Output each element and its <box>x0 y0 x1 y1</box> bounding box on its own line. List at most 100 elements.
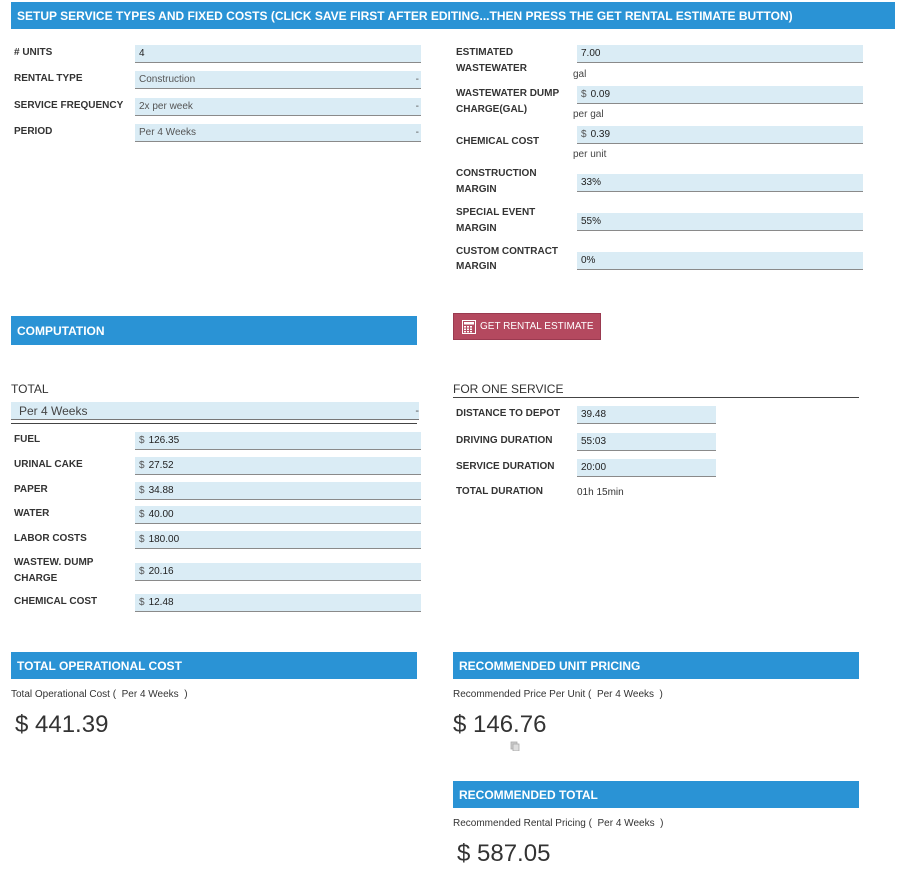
currency-symbol: $ <box>139 435 145 446</box>
wastew-dump-field: $20.16 <box>135 563 421 581</box>
units-value: 4 <box>139 48 145 59</box>
paper-field: $34.88 <box>135 482 421 500</box>
rental-type-label: RENTAL TYPE <box>14 73 83 84</box>
custom-contract-margin-label-line1: CUSTOM CONTRACT <box>456 246 559 257</box>
recommended-unit-pricing-caption: Recommended Price Per Unit ( Per 4 Weeks… <box>453 689 663 700</box>
dump-charge-unit: per gal <box>573 109 604 120</box>
wastewater-label-line2: WASTEWATER <box>456 63 527 74</box>
dropdown-caret-icon: - <box>415 74 419 85</box>
chemical-cost-value: 0.39 <box>590 129 611 140</box>
currency-symbol: $ <box>139 534 145 545</box>
paper-label: PAPER <box>14 484 48 495</box>
dropdown-caret-icon: - <box>415 101 419 112</box>
special-event-margin-input[interactable]: 55% <box>577 213 863 231</box>
chemical-cost-input[interactable]: $0.39 <box>577 126 863 144</box>
special-event-margin-label-line1: SPECIAL EVENT <box>456 207 536 218</box>
total-title: TOTAL <box>11 382 49 396</box>
one-service-title: FOR ONE SERVICE <box>453 382 564 396</box>
labor-costs-label: LABOR COSTS <box>14 533 87 544</box>
urinal-cake-value: 27.52 <box>148 460 174 471</box>
labor-costs-value: 180.00 <box>148 534 180 545</box>
service-duration-label: SERVICE DURATION <box>456 461 555 472</box>
service-duration-field: 20:00 <box>577 459 716 477</box>
fuel-field: $126.35 <box>135 432 421 450</box>
calculator-icon <box>462 319 476 334</box>
frequency-label: SERVICE FREQUENCY <box>14 100 124 111</box>
construction-margin-input[interactable]: 33% <box>577 174 863 192</box>
total-operational-cost-banner: TOTAL OPERATIONAL COST <box>11 652 417 679</box>
urinal-cake-field: $27.52 <box>135 457 421 475</box>
currency-symbol: $ <box>139 597 145 608</box>
fuel-label: FUEL <box>14 434 41 445</box>
wastewater-label-line1: ESTIMATED <box>456 47 514 58</box>
recommended-total-value: $ 587.05 <box>457 840 551 867</box>
chemical-label: CHEMICAL COST <box>14 596 98 607</box>
wastewater-input[interactable]: 7.00 <box>577 45 863 63</box>
rental-type-select[interactable]: Construction - <box>135 71 421 89</box>
service-duration-value: 20:00 <box>581 462 607 473</box>
chemical-cost-unit: per unit <box>573 149 607 160</box>
frequency-select[interactable]: 2x per week - <box>135 98 421 116</box>
chemical-value: 12.48 <box>148 597 174 608</box>
wastew-dump-label-line2: CHARGE <box>14 573 58 584</box>
fuel-value: 126.35 <box>148 435 180 446</box>
urinal-cake-label: URINAL CAKE <box>14 459 83 470</box>
copy-icon[interactable] <box>510 741 520 751</box>
dump-charge-label-line2: CHARGE(GAL) <box>456 104 528 115</box>
currency-symbol: $ <box>581 129 587 140</box>
water-field: $40.00 <box>135 506 421 524</box>
wastew-dump-value: 20.16 <box>148 566 174 577</box>
custom-contract-margin-value: 0% <box>581 255 596 266</box>
recommended-total-banner: RECOMMENDED TOTAL <box>453 781 859 808</box>
custom-contract-margin-input[interactable]: 0% <box>577 252 863 270</box>
wastewater-unit: gal <box>573 69 587 80</box>
currency-symbol: $ <box>581 89 587 100</box>
recommended-unit-pricing-value: $ 146.76 <box>453 711 547 738</box>
distance-value: 39.48 <box>581 409 607 420</box>
labor-costs-field: $180.00 <box>135 531 421 549</box>
total-divider <box>11 423 417 424</box>
driving-duration-label: DRIVING DURATION <box>456 435 553 446</box>
dump-charge-input[interactable]: $0.09 <box>577 86 863 104</box>
units-input[interactable]: 4 <box>135 45 421 63</box>
total-duration-label: TOTAL DURATION <box>456 486 544 497</box>
currency-symbol: $ <box>139 485 145 496</box>
currency-symbol: $ <box>139 460 145 471</box>
total-operational-cost-caption: Total Operational Cost ( Per 4 Weeks ) <box>11 689 188 700</box>
period-value: Per 4 Weeks <box>139 127 197 138</box>
setup-banner: SETUP SERVICE TYPES AND FIXED COSTS (CLI… <box>11 2 895 29</box>
water-label: WATER <box>14 508 50 519</box>
wastew-dump-label-line1: WASTEW. DUMP <box>14 557 94 568</box>
currency-symbol: $ <box>139 509 145 520</box>
recommended-total-caption: Recommended Rental Pricing ( Per 4 Weeks… <box>453 818 664 829</box>
rental-type-value: Construction <box>139 74 196 85</box>
units-label: # UNITS <box>14 47 53 58</box>
computation-banner: COMPUTATION <box>11 316 417 345</box>
dropdown-caret-icon: - <box>415 405 419 417</box>
custom-contract-margin-label-line2: MARGIN <box>456 261 497 272</box>
paper-value: 34.88 <box>148 485 174 496</box>
period-select[interactable]: Per 4 Weeks - <box>135 124 421 142</box>
dropdown-caret-icon: - <box>415 127 419 138</box>
total-period-select[interactable]: Per 4 Weeks - <box>11 402 419 420</box>
chemical-cost-label: CHEMICAL COST <box>456 136 540 147</box>
currency-symbol: $ <box>139 566 145 577</box>
total-duration-value: 01h 15min <box>577 487 624 498</box>
chemical-field: $12.48 <box>135 594 421 612</box>
frequency-value: 2x per week <box>139 101 193 112</box>
total-period-value: Per 4 Weeks <box>19 404 88 418</box>
water-value: 40.00 <box>148 509 174 520</box>
wastewater-value: 7.00 <box>581 48 601 59</box>
construction-margin-value: 33% <box>581 177 602 188</box>
driving-duration-field: 55:03 <box>577 433 716 451</box>
construction-margin-label-line2: MARGIN <box>456 184 497 195</box>
dump-charge-label-line1: WASTEWATER DUMP <box>456 88 560 99</box>
special-event-margin-label-line2: MARGIN <box>456 223 497 234</box>
distance-label: DISTANCE TO DEPOT <box>456 408 561 419</box>
dump-charge-value: 0.09 <box>590 89 611 100</box>
get-rental-estimate-label: GET RENTAL ESTIMATE <box>480 321 594 332</box>
get-rental-estimate-button[interactable]: GET RENTAL ESTIMATE <box>453 313 601 340</box>
recommended-unit-pricing-banner: RECOMMENDED UNIT PRICING <box>453 652 859 679</box>
special-event-margin-value: 55% <box>581 216 602 227</box>
construction-margin-label-line1: CONSTRUCTION <box>456 168 537 179</box>
